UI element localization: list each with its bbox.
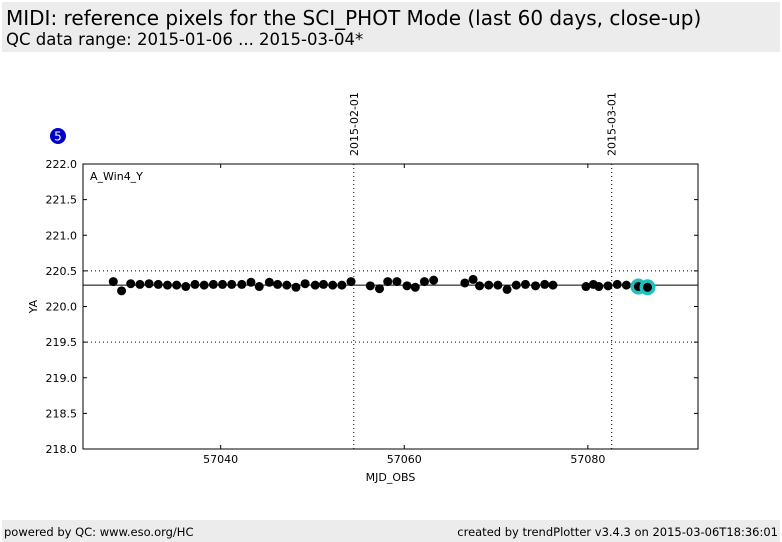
data-point — [162, 280, 172, 290]
data-point — [199, 280, 209, 290]
data-point — [117, 286, 127, 296]
y-tick-label: 220.5 — [46, 265, 78, 278]
data-point — [144, 279, 154, 289]
data-point — [475, 281, 485, 291]
data-point — [108, 277, 118, 287]
data-point — [346, 277, 356, 287]
data-point — [502, 284, 512, 294]
page-title: MIDI: reference pixels for the SCI_PHOT … — [6, 6, 702, 30]
data-point — [264, 277, 274, 287]
data-point — [374, 284, 384, 294]
data-point — [273, 279, 283, 289]
data-point — [190, 279, 200, 289]
data-point — [126, 279, 136, 289]
data-point — [135, 279, 145, 289]
data-point — [310, 280, 320, 290]
page-subtitle: QC data range: 2015-01-06 ... 2015-03-04… — [6, 30, 364, 49]
footer: powered by QC: www.eso.org/HC created by… — [2, 520, 780, 542]
data-point — [520, 279, 530, 289]
x-tick-label: 57060 — [387, 453, 422, 466]
count-badge-label: 5 — [54, 130, 62, 144]
data-point — [318, 279, 328, 289]
data-point — [643, 282, 653, 292]
data-point — [337, 280, 347, 290]
count-badge — [50, 128, 66, 144]
footer-credit: powered by QC: www.eso.org/HC — [4, 525, 194, 539]
data-point — [246, 277, 256, 287]
data-point — [460, 278, 470, 288]
data-point — [548, 280, 558, 290]
data-point — [392, 277, 402, 287]
panel-label: A_Win4_Y — [90, 170, 143, 183]
data-point — [153, 279, 163, 289]
data-point — [218, 279, 228, 289]
date-marker-label: 2015-02-01 — [348, 92, 361, 156]
date-marker-label: 2015-03-01 — [606, 92, 619, 156]
y-tick-label: 220.0 — [46, 301, 78, 314]
y-tick-label: 219.0 — [46, 372, 78, 385]
data-point — [208, 279, 218, 289]
y-tick-label: 221.5 — [46, 194, 78, 207]
data-point — [581, 282, 591, 292]
data-point — [468, 274, 478, 284]
data-point — [282, 280, 292, 290]
data-point — [237, 279, 247, 289]
data-point — [603, 281, 613, 291]
x-tick-label: 57080 — [570, 453, 605, 466]
header: MIDI: reference pixels for the SCI_PHOT … — [2, 2, 780, 52]
data-point — [365, 281, 375, 291]
data-point — [181, 282, 191, 292]
y-tick-label: 222.0 — [46, 158, 78, 171]
data-point — [621, 280, 631, 290]
x-tick-label: 57040 — [203, 453, 238, 466]
data-point — [383, 277, 393, 287]
y-tick-label: 218.0 — [46, 443, 78, 456]
data-point — [328, 280, 338, 290]
data-point — [291, 282, 301, 292]
data-point — [531, 281, 541, 291]
data-point — [227, 279, 237, 289]
plot-frame — [82, 163, 699, 450]
data-point — [493, 280, 503, 290]
data-point — [429, 275, 439, 285]
y-tick-label: 219.5 — [46, 336, 78, 349]
y-axis-label: YA — [27, 299, 40, 314]
data-point — [402, 281, 412, 291]
footer-timestamp: created by trendPlotter v3.4.3 on 2015-0… — [457, 525, 778, 539]
data-point — [172, 280, 182, 290]
data-point — [410, 282, 420, 292]
data-point — [254, 282, 264, 292]
x-axis-label: MJD_OBS — [366, 471, 416, 484]
data-point — [612, 279, 622, 289]
y-tick-label: 218.5 — [46, 407, 78, 420]
data-point — [511, 280, 521, 290]
data-point — [419, 277, 429, 287]
data-point — [484, 280, 494, 290]
data-point — [594, 282, 604, 292]
data-point — [300, 279, 310, 289]
y-tick-label: 221.0 — [46, 229, 78, 242]
data-point — [540, 279, 550, 289]
